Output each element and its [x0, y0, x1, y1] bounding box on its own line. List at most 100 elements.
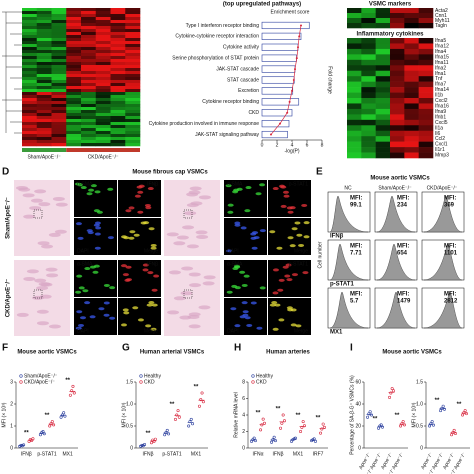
heatmap-cell [95, 44, 111, 48]
bar [261, 98, 300, 106]
mfi-label: MFI: [350, 196, 362, 202]
heatmap-cell [375, 141, 391, 148]
data-point [321, 422, 325, 426]
heatmap-cell [361, 13, 376, 19]
tissue [37, 241, 50, 246]
heatmap-cell [125, 26, 141, 30]
signal [253, 236, 260, 240]
heatmap-cell [81, 56, 97, 60]
tissue [196, 234, 209, 239]
group-bar [66, 148, 140, 152]
heatmap-cell [66, 80, 82, 84]
signal [244, 316, 251, 320]
heatmap-cell [81, 128, 97, 132]
legend-marker [251, 374, 255, 378]
bar [261, 65, 296, 73]
heatmap-cell [95, 77, 111, 81]
gene-label: Cxcl1 [435, 142, 448, 148]
signal [84, 301, 91, 305]
heatmap-cell [347, 141, 362, 148]
heatmap-cell [418, 147, 434, 153]
heatmap-cell [361, 108, 376, 115]
signal [278, 318, 285, 322]
heatmap-cell [110, 131, 126, 135]
heatmap-cell [125, 77, 141, 81]
data-point [149, 441, 153, 445]
heatmap-cell [22, 71, 38, 75]
heatmap-cell [404, 136, 419, 142]
x-tick-label: IFNβ [143, 451, 154, 457]
heatmap-cell [22, 74, 38, 78]
pathway-label: Cytokine production involved in immune r… [149, 121, 260, 127]
pathway-label: CKD [248, 110, 259, 116]
gene-label: Mmp3 [435, 153, 449, 159]
tissue [188, 283, 201, 288]
heatmap-cell [66, 77, 82, 81]
heatmap-cell [404, 38, 419, 44]
heatmap-cell [110, 32, 126, 36]
data-point [441, 404, 445, 408]
signal [239, 270, 246, 274]
significance: ** [276, 407, 281, 413]
x-tick-label: IFNβ [273, 451, 284, 457]
legend-label: Enrichment score [271, 9, 310, 15]
heatmap-cell [81, 38, 97, 42]
heatmap-cell [361, 8, 376, 14]
tissue [45, 267, 58, 272]
heatmap-cell [375, 114, 391, 121]
mfi-label: MFI: [444, 196, 456, 202]
data-point [259, 428, 263, 432]
data-point [442, 407, 446, 411]
heatmap-cell [110, 68, 126, 72]
gene-label: Ifna7 [435, 82, 446, 88]
heatmap-cell [51, 68, 67, 72]
significance: ** [435, 398, 440, 404]
heatmap-cell [22, 32, 38, 36]
legend-label: CKD/ApoE⁻/⁻ [24, 379, 55, 385]
heatmap-cell [22, 125, 38, 129]
heatmap-cell [390, 76, 405, 82]
heatmap-cell [110, 134, 126, 138]
heatmap-cell [390, 98, 405, 104]
heatmap-cell [81, 119, 97, 123]
heatmap-cell [375, 92, 391, 99]
heatmap-cell [347, 136, 362, 142]
heatmap-cell [51, 59, 67, 63]
heatmap-cell [81, 41, 97, 45]
significance: ** [296, 413, 301, 419]
signal [251, 246, 258, 250]
heatmap-cell [22, 50, 38, 54]
data-point [319, 431, 323, 435]
heatmap-cell [110, 23, 126, 27]
heatmap-cell [375, 43, 391, 50]
signal [98, 307, 105, 311]
heatmap-cell [110, 26, 126, 30]
panel-title: Human arterial VSMCs [140, 350, 205, 356]
heatmap-cell [125, 32, 141, 36]
data-point [281, 413, 285, 417]
signal [144, 203, 151, 207]
data-point [272, 435, 276, 439]
data-point [189, 417, 193, 421]
x-tick-label: p-STAT1 [162, 451, 181, 457]
signal [95, 226, 102, 230]
enrichment-point [291, 89, 293, 92]
signal [128, 206, 135, 210]
heatmap-cell [22, 14, 38, 18]
column-label: CKD/ApoE⁻/⁻ [427, 185, 458, 191]
data-point [389, 391, 393, 395]
tissue [54, 229, 67, 234]
heatmap-cell [81, 101, 97, 105]
heatmap-cell [81, 134, 97, 138]
data-point [401, 420, 405, 424]
heatmap-cell [66, 68, 82, 72]
heatmap-cell [51, 35, 67, 39]
heatmap-cell [51, 86, 67, 90]
heatmap-cell [95, 140, 111, 144]
tissue [186, 244, 199, 249]
legend-marker [251, 380, 255, 384]
heatmap-cell [125, 113, 141, 117]
heatmap-cell [51, 53, 67, 57]
enrichment-point [292, 79, 295, 81]
heatmap-cell [95, 62, 111, 66]
